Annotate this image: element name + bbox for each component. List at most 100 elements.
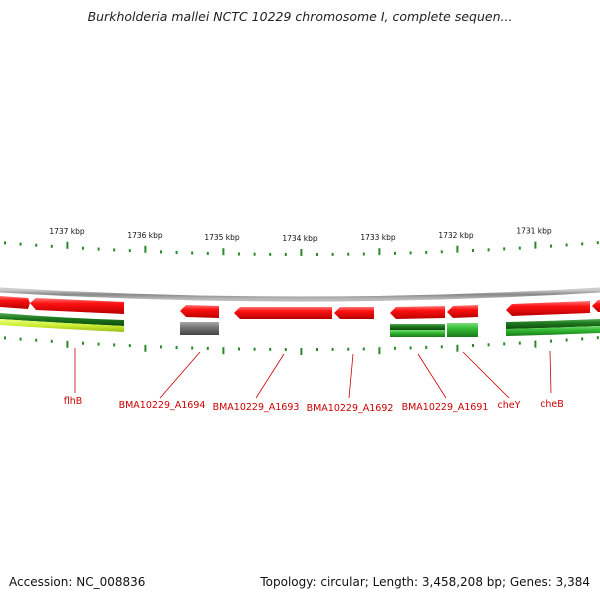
gene-label[interactable]: flhB [64, 396, 83, 407]
scale-label: 1734 kbp [282, 234, 318, 243]
minor-tick [425, 250, 428, 254]
major-tick [456, 245, 459, 253]
feature-track2-green-chey[interactable] [447, 323, 478, 337]
minor-tick [175, 251, 178, 254]
minor-tick [394, 251, 396, 255]
minor-tick [128, 344, 131, 348]
minor-tick [409, 251, 412, 255]
minor-tick [35, 243, 38, 247]
major-tick [144, 245, 147, 253]
major-tick [456, 344, 459, 352]
minor-tick [394, 346, 396, 350]
minor-tick [472, 249, 474, 252]
feature-chey[interactable] [447, 305, 478, 318]
feature-track-2 [0, 313, 600, 337]
minor-tick [82, 341, 84, 345]
feature-cheb-downstream[interactable] [592, 300, 600, 312]
major-tick [378, 248, 381, 256]
minor-tick [175, 346, 178, 349]
feature-bma10229-a1694[interactable] [180, 305, 219, 318]
minor-tick [347, 347, 350, 351]
feature-bma10229-a1692[interactable] [334, 307, 374, 319]
minor-tick [487, 343, 490, 347]
major-tick [222, 347, 225, 355]
minor-tick [316, 253, 318, 256]
minor-tick [253, 347, 256, 351]
minor-tick [362, 252, 365, 256]
feature-track2-dark-green[interactable] [0, 313, 124, 326]
minor-tick [331, 347, 334, 351]
gene-label[interactable]: BMA10229_A1692 [307, 403, 394, 414]
feature-bma10229-a1693[interactable] [234, 307, 332, 319]
minor-tick [160, 345, 162, 349]
scale-label: 1733 kbp [360, 233, 396, 242]
feature-track2-dark-green-a1691[interactable] [390, 324, 445, 330]
feature-track2-yellow[interactable] [0, 319, 124, 332]
scale-label: 1735 kbp [204, 233, 240, 242]
scale-labels: 1737 kbp 1736 kbp 1735 kbp 1734 kbp 1733 kbp… [49, 227, 552, 243]
minor-tick [440, 345, 443, 349]
minor-tick [97, 247, 100, 251]
minor-tick [206, 346, 209, 350]
minor-tick [472, 344, 474, 347]
minor-tick [160, 250, 162, 254]
minor-tick [550, 339, 552, 343]
minor-tick [19, 337, 22, 341]
feature-flhb-upstream[interactable] [0, 296, 30, 309]
minor-tick [347, 252, 350, 256]
minor-tick [518, 341, 521, 345]
minor-tick [50, 339, 53, 343]
major-tick [144, 344, 147, 352]
minor-tick [238, 347, 240, 351]
major-tick [300, 348, 303, 355]
feature-track2-green-a1691[interactable] [390, 330, 445, 337]
minor-tick [596, 241, 599, 245]
minor-tick [253, 252, 256, 256]
feature-track2-dark-green-cheb[interactable] [506, 319, 600, 329]
feature-cheb[interactable] [506, 301, 590, 316]
minor-tick [269, 252, 272, 256]
minor-tick [4, 336, 6, 340]
minor-tick [425, 345, 428, 349]
gene-label[interactable]: BMA10229_A1693 [213, 402, 300, 413]
minor-tick [518, 246, 521, 250]
minor-tick [191, 251, 194, 255]
minor-tick [113, 343, 116, 347]
scale-ticks-top [4, 241, 599, 256]
minor-tick [331, 252, 334, 256]
map-title: Burkholderia mallei NCTC 10229 chromosom… [87, 9, 513, 24]
minor-tick [440, 250, 443, 254]
minor-tick [206, 251, 209, 255]
forward-strand-features [0, 296, 600, 319]
major-tick [66, 241, 69, 249]
major-tick [66, 340, 69, 348]
minor-tick [97, 342, 100, 346]
minor-tick [128, 249, 131, 253]
gene-label[interactable]: BMA10229_A1691 [402, 402, 489, 413]
minor-tick [284, 348, 287, 351]
label-leader-lines [74, 348, 552, 399]
minor-tick [238, 252, 240, 256]
genome-summary-text: Topology: circular; Length: 3,458,208 bp… [260, 575, 590, 589]
minor-tick [362, 347, 365, 351]
minor-tick [50, 244, 53, 248]
gene-label[interactable]: BMA10229_A1694 [119, 400, 206, 411]
gene-label[interactable]: cheB [540, 399, 564, 410]
feature-track2-green-cheb[interactable] [506, 326, 600, 336]
major-tick [534, 241, 537, 249]
minor-tick [19, 242, 22, 246]
minor-tick [503, 342, 506, 346]
minor-tick [4, 241, 6, 245]
major-tick [222, 248, 225, 256]
scale-label: 1732 kbp [438, 231, 474, 240]
feature-flhb[interactable] [30, 298, 124, 314]
chromosome-backbone [0, 287, 600, 302]
feature-track2-grey[interactable] [180, 322, 219, 335]
minor-tick [550, 244, 552, 248]
feature-bma10229-a1691[interactable] [390, 306, 445, 319]
gene-label[interactable]: cheY [498, 400, 521, 411]
minor-tick [487, 248, 490, 252]
minor-tick [269, 347, 272, 351]
scale-ticks-bottom [4, 336, 599, 355]
